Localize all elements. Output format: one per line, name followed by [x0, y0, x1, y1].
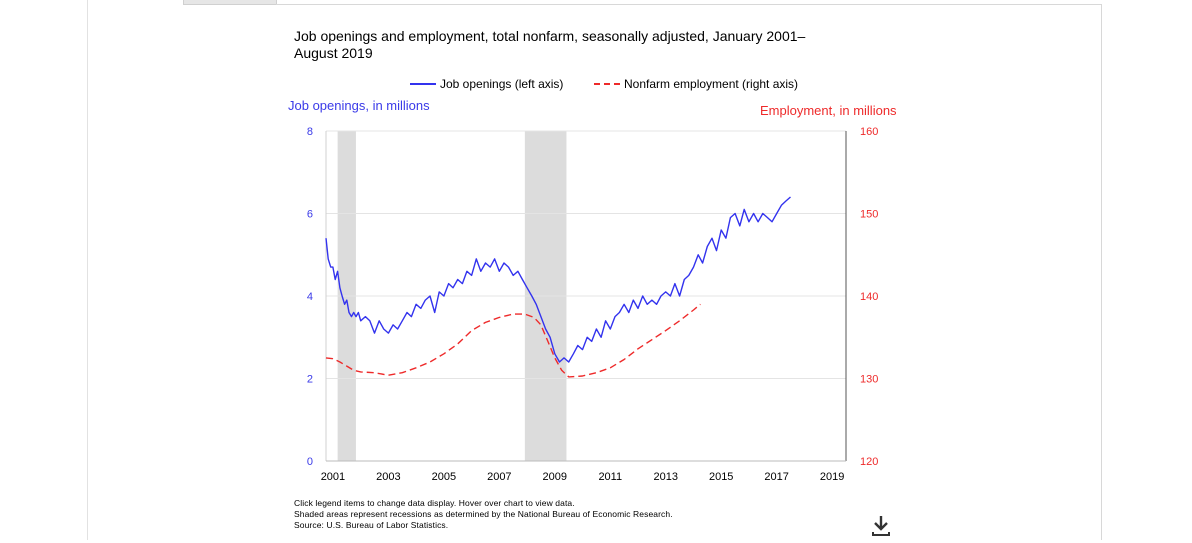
x-tick-label: 2007 [487, 471, 511, 483]
x-tick-label: 2015 [709, 471, 733, 483]
legend-swatch-dashed [594, 83, 620, 85]
legend-item-job-openings[interactable]: Job openings (left axis) [410, 76, 563, 92]
y-right-tick-label: 140 [860, 291, 878, 303]
y-left-tick-label: 6 [307, 209, 313, 221]
legend-item-nonfarm-employment[interactable]: Nonfarm employment (right axis) [594, 76, 798, 92]
x-tick-label: 2001 [321, 471, 345, 483]
page-divider-left [87, 0, 88, 540]
legend-swatch-solid [410, 83, 436, 85]
x-tick-label: 2019 [820, 471, 844, 483]
download-icon[interactable] [870, 514, 892, 538]
download-arrow-icon [872, 516, 890, 536]
chart-footnotes: Click legend items to change data displa… [294, 498, 673, 531]
x-tick-label: 2013 [653, 471, 677, 483]
footnote-hover: Click legend items to change data displa… [294, 498, 575, 508]
y-left-tick-label: 8 [307, 126, 313, 138]
x-tick-label: 2017 [764, 471, 788, 483]
y-left-tick-label: 2 [307, 374, 313, 386]
panel-border-top [276, 4, 1102, 5]
y-right-tick-label: 150 [860, 209, 878, 221]
x-tick-label: 2011 [598, 471, 622, 483]
y-left-tick-label: 4 [307, 291, 313, 303]
y-right-tick-label: 120 [860, 456, 878, 468]
footnote-recessions: Shaded areas represent recessions as det… [294, 509, 673, 519]
y-axis-right-title: Employment, in millions [760, 103, 897, 118]
panel-border-right [1101, 4, 1102, 540]
legend-label-nonfarm-employment: Nonfarm employment (right axis) [624, 77, 799, 91]
y-left-tick-label: 0 [307, 456, 313, 468]
x-tick-label: 2003 [376, 471, 400, 483]
x-tick-label: 2009 [543, 471, 567, 483]
y-right-tick-label: 160 [860, 126, 878, 138]
x-tick-label: 2005 [432, 471, 456, 483]
legend-label-job-openings: Job openings (left axis) [440, 77, 564, 91]
y-axis-left-title: Job openings, in millions [288, 98, 430, 113]
series-line-0 [325, 196, 791, 363]
chart-title: Job openings and employment, total nonfa… [294, 28, 806, 61]
tab-stub[interactable] [183, 0, 277, 5]
series-line-1 [325, 303, 701, 378]
y-right-tick-label: 130 [860, 374, 878, 386]
footnote-source: Source: U.S. Bureau of Labor Statistics. [294, 520, 449, 530]
